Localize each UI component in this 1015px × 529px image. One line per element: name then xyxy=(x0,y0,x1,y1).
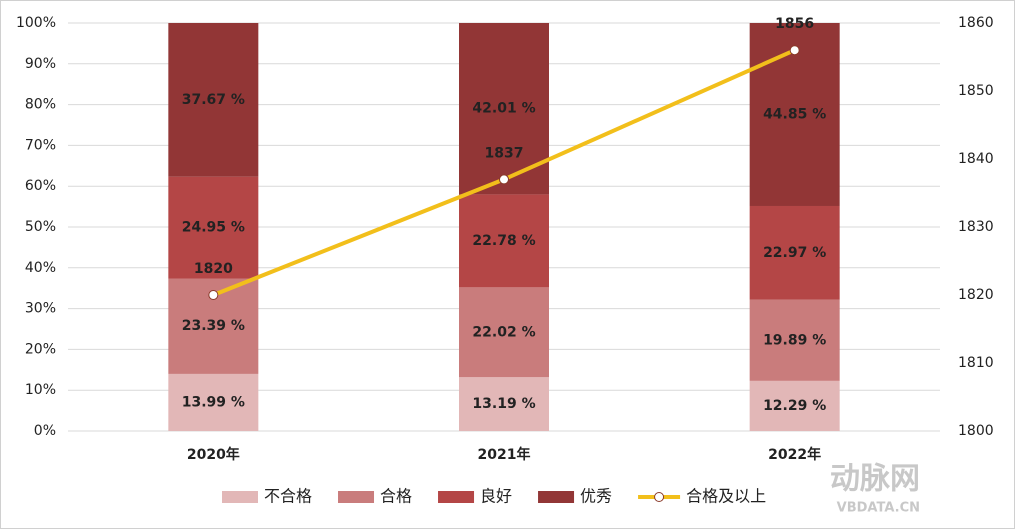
y-tick-label: 30% xyxy=(25,301,56,317)
bar-segment xyxy=(459,377,549,431)
y-tick-label: 50% xyxy=(25,219,56,235)
bar-segment xyxy=(168,23,259,177)
bar-segment xyxy=(459,194,549,288)
legend-marker xyxy=(654,492,665,502)
legend-label: 合格及以上 xyxy=(686,487,766,506)
y-tick-label: 60% xyxy=(25,178,56,194)
value-label: 24.95 % xyxy=(182,220,245,236)
bar-segment xyxy=(459,287,549,378)
x-tick-label: 2022年 xyxy=(768,446,821,463)
y2-tick-label: 1860 xyxy=(958,15,994,31)
y2-tick-label: 1840 xyxy=(958,151,994,167)
bar-segment xyxy=(168,373,259,431)
legend-swatch xyxy=(222,491,258,503)
value-label: 22.97 % xyxy=(763,245,826,261)
value-label: 13.99 % xyxy=(182,394,245,410)
watermark-url: VBDATA.CN xyxy=(837,501,920,516)
bar-segment xyxy=(749,380,840,431)
watermark-logo: 动脉网 xyxy=(830,462,920,497)
legend-label: 良好 xyxy=(480,487,512,506)
value-label: 19.89 % xyxy=(763,332,826,348)
y-tick-label: 10% xyxy=(25,382,56,398)
value-label: 22.02 % xyxy=(472,324,535,340)
y-tick-label: 20% xyxy=(25,341,56,357)
x-tick-label: 2020年 xyxy=(187,446,240,463)
value-label: 22.78 % xyxy=(472,233,535,249)
y-tick-label: 40% xyxy=(25,260,56,276)
y2-tick-label: 1800 xyxy=(958,423,994,439)
line-label: 1837 xyxy=(485,145,524,161)
bar-segment xyxy=(749,205,840,300)
y-tick-label: 90% xyxy=(25,56,56,72)
y-tick-label: 80% xyxy=(25,97,56,113)
line-point xyxy=(789,45,800,56)
value-label: 12.29 % xyxy=(763,398,826,414)
value-label: 13.19 % xyxy=(472,396,535,412)
value-label: 37.67 % xyxy=(182,92,245,108)
legend-label: 合格 xyxy=(380,487,412,506)
y2-tick-label: 1810 xyxy=(958,355,994,371)
x-tick-label: 2021年 xyxy=(478,446,531,463)
y2-tick-label: 1820 xyxy=(958,287,994,303)
legend-swatch xyxy=(338,491,375,503)
legend-swatch xyxy=(538,491,575,503)
line-point xyxy=(208,290,219,300)
line-point xyxy=(499,174,509,185)
y2-tick-label: 1830 xyxy=(958,219,994,235)
bar-segment xyxy=(168,176,259,279)
value-label: 42.01 % xyxy=(472,101,535,117)
y-tick-label: 70% xyxy=(25,137,56,153)
value-label: 23.39 % xyxy=(182,318,245,334)
y2-tick-label: 1850 xyxy=(958,83,994,99)
legend-label: 优秀 xyxy=(580,487,612,506)
line-label: 1856 xyxy=(775,16,814,32)
bar-segment xyxy=(749,299,840,381)
legend-swatch xyxy=(438,491,475,503)
line-label: 1820 xyxy=(194,261,233,277)
legend-label: 不合格 xyxy=(264,487,312,506)
y-tick-label: 0% xyxy=(34,423,56,439)
value-label: 44.85 % xyxy=(763,106,826,122)
y-tick-label: 100% xyxy=(16,15,56,31)
